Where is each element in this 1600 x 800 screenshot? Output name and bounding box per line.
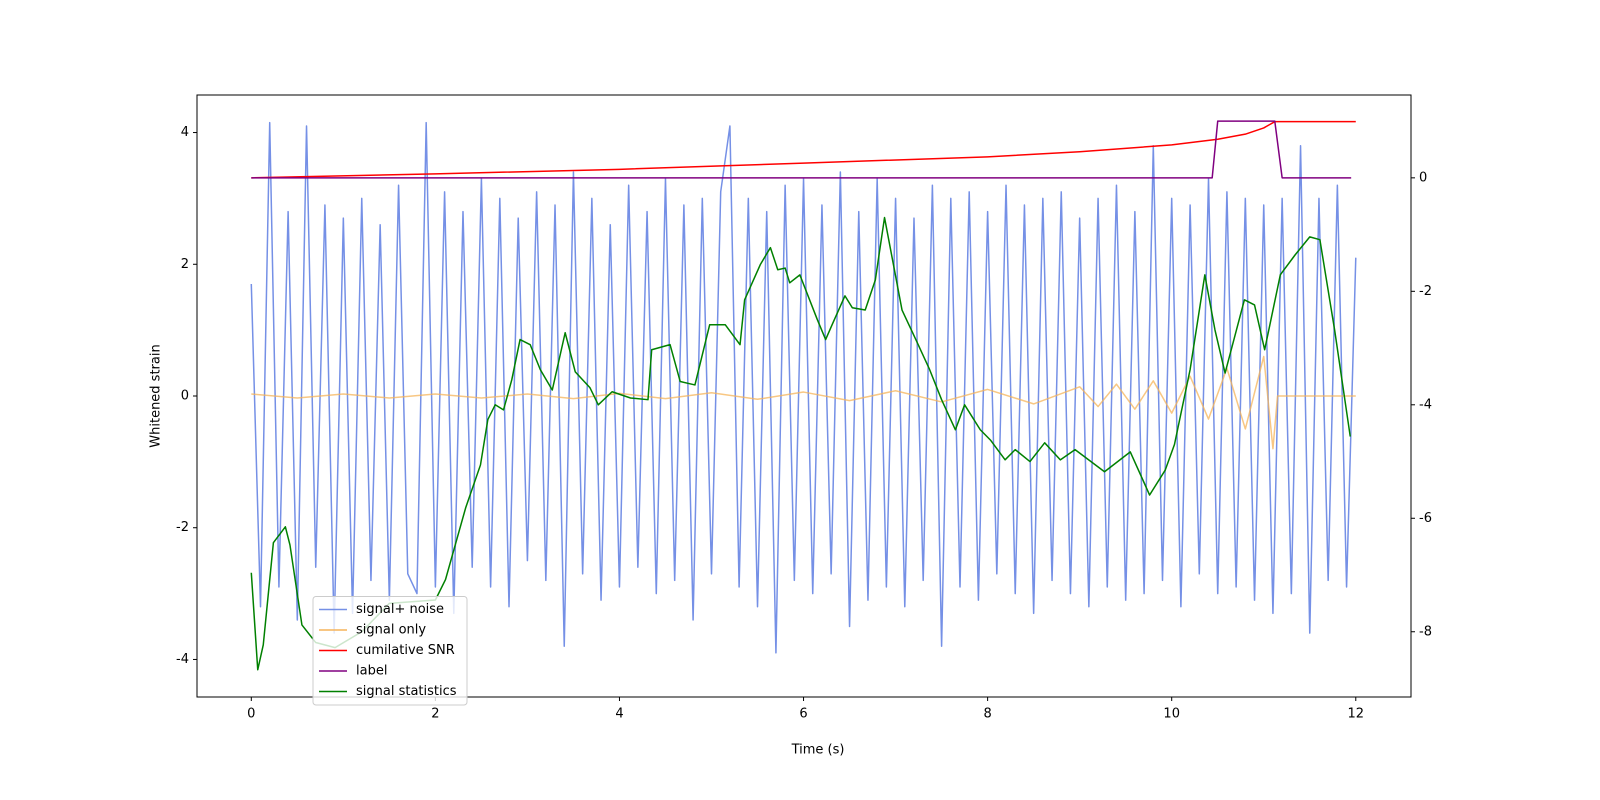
y-tick-label: 0	[181, 389, 189, 404]
legend-box	[312, 596, 468, 706]
series-line	[250, 121, 1357, 654]
y2-tick-label: -6	[1419, 511, 1432, 526]
y2-tick-label: -4	[1419, 397, 1432, 412]
legend-label: label	[356, 664, 387, 679]
x-tick-label: 2	[431, 707, 439, 722]
x-tick-label: 6	[799, 707, 807, 722]
x-tick-label: 8	[983, 707, 991, 722]
x-tick-label: 0	[247, 707, 255, 722]
series-line	[251, 120, 1352, 179]
x-tick-label: 12	[1348, 707, 1365, 722]
y-tick-label: -2	[176, 520, 189, 535]
y-axis-label: Whitened strain	[149, 344, 164, 447]
y2-tick-label: -8	[1419, 624, 1432, 639]
x-axis-label: Time (s)	[791, 743, 845, 758]
legend-label: cumilative SNR	[356, 643, 455, 658]
x-tick-label: 4	[615, 707, 623, 722]
legend-label: signal only	[356, 623, 426, 638]
legend-label: signal+ noise	[356, 602, 444, 617]
series-line	[250, 216, 1351, 671]
y-tick-label: -4	[176, 652, 189, 667]
x-tick-label: 10	[1163, 707, 1180, 722]
legend-label: signal statistics	[356, 684, 457, 699]
series-line	[251, 120, 1356, 179]
y-tick-label: 4	[181, 125, 189, 140]
series-line	[251, 355, 1356, 450]
y2-tick-label: -2	[1419, 284, 1432, 299]
y-tick-label: 2	[181, 257, 189, 272]
y2-tick-label: 0	[1419, 170, 1427, 185]
